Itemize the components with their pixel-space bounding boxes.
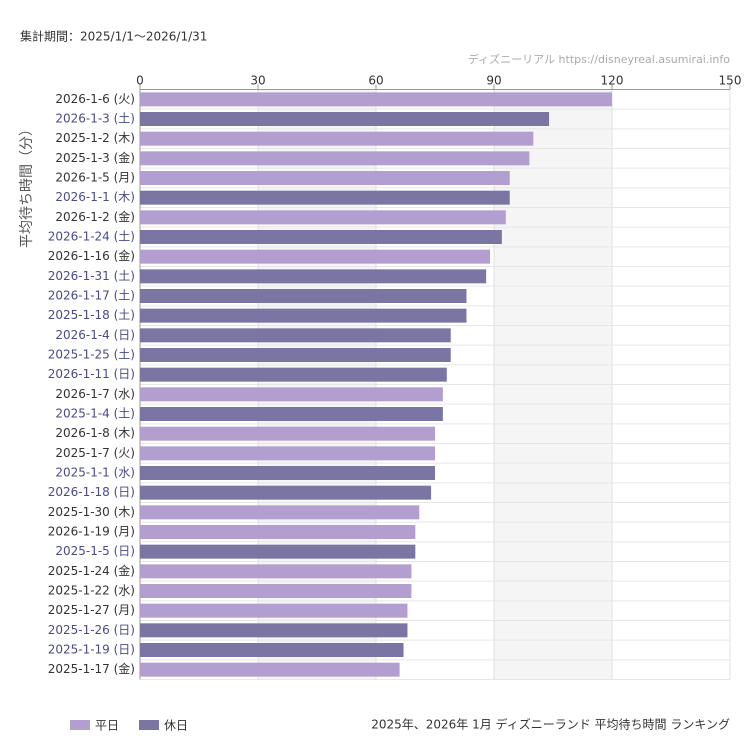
- bar: [140, 584, 412, 598]
- y-tick-label: 2025-1-19 (日): [48, 643, 135, 657]
- y-tick-label: 2025-1-1 (水): [55, 466, 135, 480]
- period-label: 集計期間：2025/1/1〜2026/1/31: [20, 29, 207, 44]
- x-tick-label: 0: [136, 74, 144, 88]
- y-tick-label: 2026-1-5 (月): [55, 171, 135, 185]
- y-tick-label: 2025-1-25 (土): [48, 348, 135, 362]
- bar: [140, 505, 420, 520]
- y-tick-label: 2025-1-30 (木): [48, 505, 135, 519]
- bar: [140, 544, 416, 559]
- bar: [140, 662, 400, 677]
- y-tick-label: 2026-1-11 (日): [48, 367, 135, 381]
- bar: [140, 151, 530, 166]
- source-label: ディズニーリアル https://disneyreal.asumirai.inf…: [468, 52, 730, 66]
- bar: [140, 308, 467, 323]
- y-tick-label: 2025-1-26 (日): [48, 623, 135, 637]
- y-tick-label: 2026-1-17 (土): [48, 289, 135, 303]
- y-tick-label: 2026-1-4 (日): [55, 328, 135, 342]
- bar: [140, 348, 451, 362]
- bar: [140, 249, 491, 264]
- bar: [140, 190, 510, 205]
- y-tick-label: 2026-1-8 (木): [55, 426, 135, 440]
- chart-title: 2025年、2026年 1月 ディズニーランド 平均待ち時間 ランキング: [371, 717, 730, 732]
- bar: [140, 112, 550, 126]
- y-tick-label: 2025-1-5 (日): [55, 544, 135, 558]
- bar: [140, 466, 435, 480]
- y-tick-label: 2025-1-4 (土): [55, 407, 135, 421]
- legend-swatch: [70, 720, 90, 730]
- x-tick-label: 90: [486, 74, 501, 88]
- y-tick-label: 2026-1-16 (金): [48, 248, 135, 263]
- x-tick-label: 60: [368, 74, 383, 88]
- y-tick-label: 2026-1-19 (月): [48, 525, 135, 539]
- bar: [140, 426, 435, 441]
- x-tick-label: 120: [601, 74, 624, 88]
- x-tick-label: 150: [719, 74, 742, 88]
- y-tick-label: 2026-1-24 (土): [48, 230, 135, 244]
- y-tick-label: 2026-1-6 (火): [55, 92, 135, 106]
- bar: [140, 171, 510, 185]
- bar: [140, 643, 404, 657]
- legend-label: 休日: [164, 719, 188, 733]
- bar: [140, 564, 412, 579]
- bar: [140, 525, 416, 539]
- bar: [140, 485, 432, 500]
- bar: [140, 328, 451, 343]
- bar: [140, 407, 443, 421]
- y-tick-label: 2025-1-3 (金): [55, 150, 135, 165]
- y-tick-label: 2026-1-31 (土): [48, 269, 135, 283]
- y-tick-label: 2026-1-18 (日): [48, 485, 135, 499]
- y-tick-label: 2025-1-24 (金): [48, 563, 135, 578]
- y-tick-label: 2026-1-7 (水): [55, 387, 135, 401]
- x-tick-label: 30: [250, 74, 265, 88]
- bar: [140, 387, 443, 402]
- y-tick-label: 2025-1-27 (月): [48, 603, 135, 617]
- y-tick-label: 2026-1-2 (金): [55, 209, 135, 224]
- bar: [140, 269, 487, 284]
- legend-swatch: [139, 720, 160, 730]
- bar: [140, 230, 502, 244]
- y-tick-label: 2026-1-1 (木): [55, 190, 135, 204]
- y-tick-label: 2025-1-2 (木): [55, 131, 135, 145]
- bar: [140, 92, 612, 107]
- y-axis-title: 平均待ち時間（分）: [19, 122, 35, 248]
- bar: [140, 367, 447, 382]
- legend-label: 平日: [95, 719, 119, 733]
- bar: [140, 131, 534, 146]
- bar: [140, 289, 467, 303]
- bar: [140, 210, 506, 225]
- y-tick-label: 2025-1-22 (水): [48, 584, 135, 598]
- y-tick-label: 2025-1-7 (火): [55, 446, 135, 460]
- y-tick-label: 2026-1-3 (土): [55, 112, 135, 126]
- y-tick-label: 2025-1-18 (土): [48, 308, 135, 322]
- bar: [140, 603, 408, 618]
- bar: [140, 446, 435, 461]
- bar: [140, 623, 408, 638]
- y-tick-label: 2025-1-17 (金): [48, 661, 135, 676]
